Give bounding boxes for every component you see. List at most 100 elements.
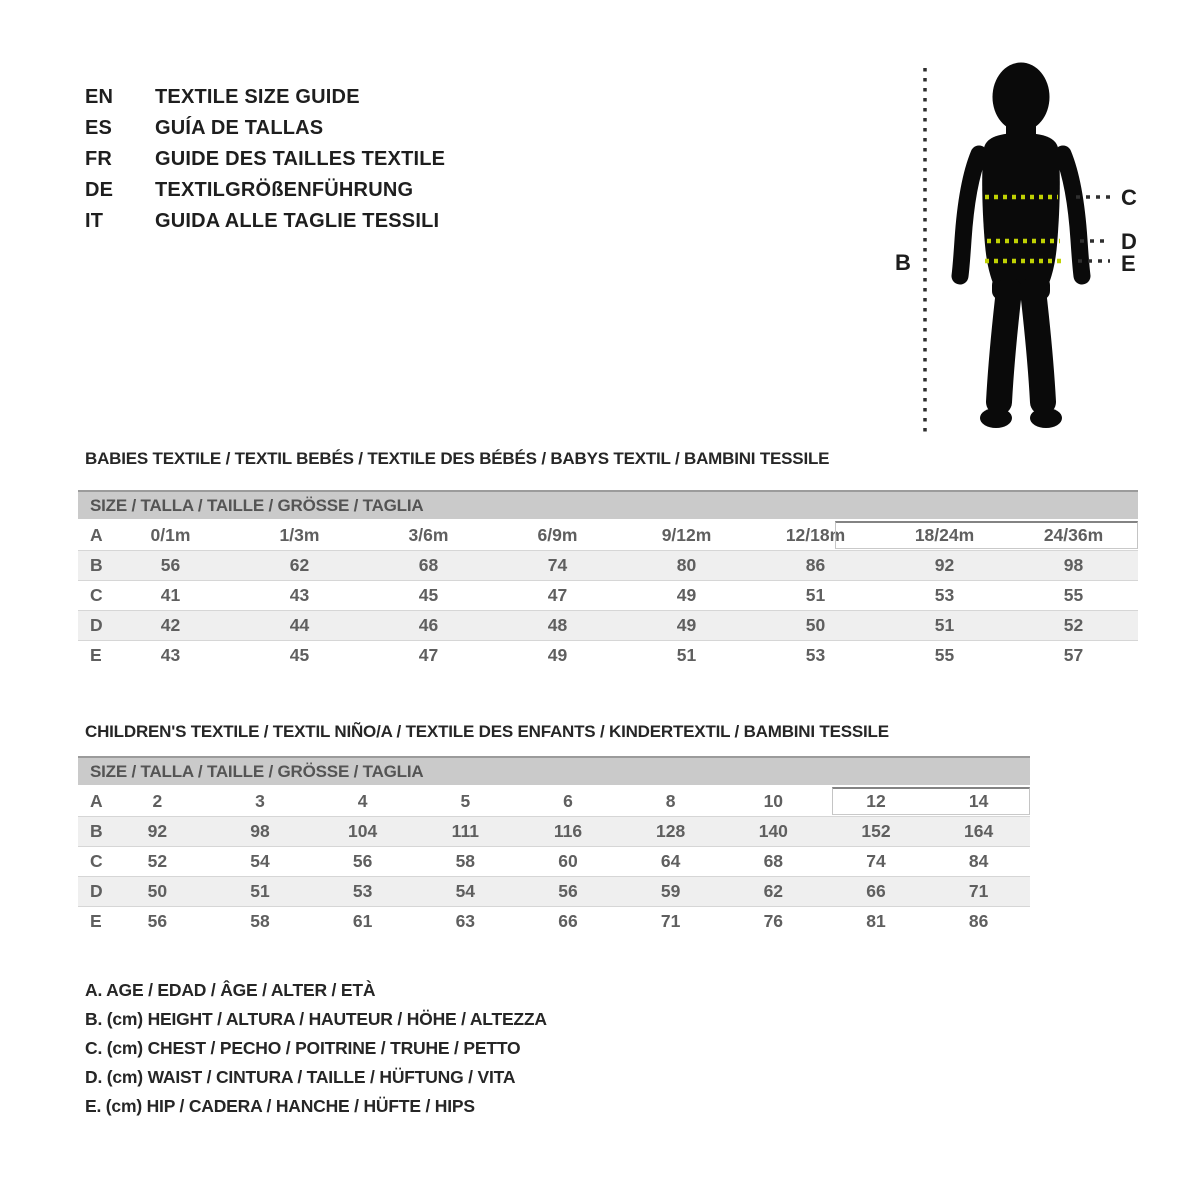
value-cell: 56 xyxy=(352,851,373,871)
value-cell: 111 xyxy=(451,821,479,841)
value-cell: 74 xyxy=(547,555,568,575)
size-cell: 6/9m xyxy=(537,524,578,545)
babies-size-header-bar: SIZE / TALLA / TAILLE / GRÖSSE / TAGLIA xyxy=(78,490,1138,519)
value-cell: 46 xyxy=(418,615,439,635)
value-cell: 60 xyxy=(558,851,578,871)
lang-row-it: IT GUIDA ALLE TAGLIE TESSILI xyxy=(85,206,445,237)
table-row-waist: D 42 44 46 48 49 50 51 52 xyxy=(78,610,1138,640)
lang-row-es: ES GUÍA DE TALLAS xyxy=(85,113,445,144)
value-cell: 55 xyxy=(934,645,955,665)
value-cell: 56 xyxy=(147,911,168,931)
value-cell: 51 xyxy=(934,615,955,635)
value-cell: 55 xyxy=(1063,585,1084,605)
legend-hip: E. (cm) HIP / CADERA / HANCHE / HÜFTE / … xyxy=(85,1096,475,1116)
size-cell: 9/12m xyxy=(661,524,712,545)
value-cell: 54 xyxy=(455,881,476,901)
value-cell: 54 xyxy=(250,851,270,871)
lang-title: GUÍA DE TALLAS xyxy=(155,117,324,139)
size-cell: 10 xyxy=(763,790,784,811)
value-cell: 49 xyxy=(676,585,697,605)
value-cell: 116 xyxy=(553,821,583,841)
lang-title: TEXTILE SIZE GUIDE xyxy=(155,86,360,108)
lang-code: ES xyxy=(85,117,113,139)
value-cell: 164 xyxy=(964,821,994,841)
table-row-chest: C 41 43 45 47 49 51 53 55 xyxy=(78,580,1138,610)
value-cell: 62 xyxy=(763,881,784,901)
lang-code: IT xyxy=(85,210,104,232)
row-label: E xyxy=(90,911,102,931)
lang-row-de: DE TEXTILGRÖßENFÜHRUNG xyxy=(85,175,445,206)
value-cell: 58 xyxy=(250,911,270,931)
figure-label-height: B xyxy=(895,250,911,275)
figure-label-waist: D xyxy=(1121,229,1137,254)
value-cell: 84 xyxy=(968,851,989,871)
legend-waist: D. (cm) WAIST / CINTURA / TAILLE / HÜFTU… xyxy=(85,1067,516,1087)
babies-size-table: SIZE / TALLA / TAILLE / GRÖSSE / TAGLIA … xyxy=(78,490,1138,670)
value-cell: 66 xyxy=(558,911,578,931)
table-row-height: B 56 62 68 74 80 86 92 98 xyxy=(78,550,1138,580)
size-cell: 2 xyxy=(152,790,163,811)
size-cell: 24/36m xyxy=(1043,524,1104,545)
value-cell: 71 xyxy=(968,881,989,901)
value-cell: 68 xyxy=(418,555,439,575)
value-cell: 140 xyxy=(758,821,788,841)
value-cell: 49 xyxy=(547,645,568,665)
lang-code: EN xyxy=(85,86,114,108)
value-cell: 66 xyxy=(866,881,886,901)
value-cell: 45 xyxy=(418,585,439,605)
value-cell: 42 xyxy=(160,615,181,635)
figure-label-chest: C xyxy=(1121,185,1137,210)
size-cell: 12/18m xyxy=(785,524,846,545)
row-label: A xyxy=(90,790,103,811)
lang-row-fr: FR GUIDE DES TAILLES TEXTILE xyxy=(85,144,445,175)
lang-code: DE xyxy=(85,179,114,201)
value-cell: 62 xyxy=(289,555,310,575)
row-label: D xyxy=(90,881,103,901)
table-row-waist: D 50 51 53 54 56 59 62 66 71 xyxy=(78,876,1030,906)
lang-title: GUIDA ALLE TAGLIE TESSILI xyxy=(155,210,440,232)
value-cell: 58 xyxy=(455,851,476,871)
value-cell: 64 xyxy=(660,851,681,871)
children-section-title: CHILDREN'S TEXTILE / TEXTIL NIÑO/A / TEX… xyxy=(85,722,889,741)
row-label: A xyxy=(90,524,103,545)
value-cell: 86 xyxy=(805,555,826,575)
babies-section-title: BABIES TEXTILE / TEXTIL BEBÉS / TEXTILE … xyxy=(85,449,830,468)
size-cell: 3 xyxy=(255,790,265,811)
lang-title: GUIDE DES TAILLES TEXTILE xyxy=(155,148,446,170)
value-cell: 71 xyxy=(660,911,681,931)
value-cell: 50 xyxy=(147,881,168,901)
measurement-legend: A. AGE / EDAD / ÂGE / ALTER / ETÀ B. (cm… xyxy=(85,976,547,1121)
value-cell: 47 xyxy=(547,585,568,605)
row-label: D xyxy=(90,615,103,635)
value-cell: 51 xyxy=(676,645,697,665)
size-cell: 5 xyxy=(460,790,471,811)
size-cell: 8 xyxy=(665,790,676,811)
value-cell: 56 xyxy=(160,555,181,575)
table-row-height: B 92 98 104 111 116 128 140 152 164 xyxy=(78,816,1030,846)
size-cell: 3/6m xyxy=(408,524,449,545)
value-cell: 43 xyxy=(160,645,181,665)
figure-label-hip: E xyxy=(1121,251,1136,276)
value-cell: 52 xyxy=(1063,615,1084,635)
value-cell: 74 xyxy=(866,851,886,871)
table-row-hip: E 56 58 61 63 66 71 76 81 86 xyxy=(78,906,1030,936)
measurement-figure: B C D E xyxy=(880,50,1170,445)
value-cell: 61 xyxy=(352,911,373,931)
value-cell: 43 xyxy=(289,585,310,605)
table-row-hip: E 43 45 47 49 51 53 55 57 xyxy=(78,640,1138,670)
size-cell: 6 xyxy=(563,790,573,811)
value-cell: 49 xyxy=(676,615,697,635)
value-cell: 63 xyxy=(455,911,476,931)
size-cell: 18/24m xyxy=(914,524,975,545)
row-label: C xyxy=(90,851,103,871)
value-cell: 44 xyxy=(289,615,310,635)
value-cell: 41 xyxy=(160,585,181,605)
size-cell: 4 xyxy=(357,790,368,811)
value-cell: 53 xyxy=(934,585,955,605)
size-cell: 0/1m xyxy=(150,524,191,545)
value-cell: 152 xyxy=(861,821,891,841)
row-label: B xyxy=(90,555,103,575)
value-cell: 59 xyxy=(660,881,681,901)
value-cell: 76 xyxy=(763,911,784,931)
